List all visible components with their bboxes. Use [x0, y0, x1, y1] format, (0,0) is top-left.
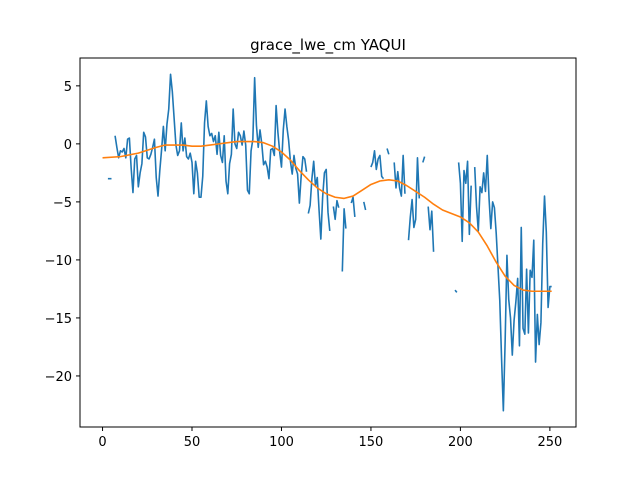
- x-tick-label: 200: [448, 435, 473, 450]
- series-smooth-line-0: [102, 140, 552, 293]
- series-raw-line-15: [473, 154, 552, 412]
- x-tick-label: 150: [359, 435, 384, 450]
- series-raw-line-10: [407, 156, 421, 241]
- plot-frame: [79, 57, 577, 428]
- series-raw-line-4: [341, 208, 347, 272]
- y-tick-label: 0: [64, 138, 72, 153]
- series-raw-line-6: [363, 201, 367, 211]
- series-raw-line-9: [393, 154, 406, 197]
- series-raw-line-14: [457, 160, 472, 243]
- x-tick-label: 0: [98, 435, 106, 450]
- series-raw-line-13: [454, 289, 458, 293]
- y-tick-label: 5: [64, 80, 72, 95]
- series-raw-line-2: [307, 160, 331, 240]
- series-raw-line-11: [422, 156, 426, 163]
- y-tick-label: −20: [45, 370, 72, 385]
- x-tick-label: 50: [184, 435, 201, 450]
- y-tick-label: −10: [45, 254, 72, 269]
- series-raw-line-12: [427, 206, 435, 252]
- x-tick-label: 250: [537, 435, 562, 450]
- chart-title: grace_lwe_cm YAQUI: [250, 36, 406, 55]
- series-layer: [102, 73, 552, 412]
- series-raw-line-1: [114, 73, 308, 204]
- series-raw-line-3: [332, 199, 340, 221]
- y-tick-label: −15: [45, 312, 72, 327]
- series-raw-line-8: [386, 148, 390, 155]
- x-axis: 0 50 100 150 200 250: [98, 427, 562, 450]
- series-raw-line-7: [370, 150, 385, 180]
- y-tick-label: −5: [53, 196, 72, 211]
- y-axis: −20 −15 −10 −5 0 5: [45, 80, 80, 385]
- x-tick-label: 100: [269, 435, 294, 450]
- series-raw-line-5: [350, 196, 356, 218]
